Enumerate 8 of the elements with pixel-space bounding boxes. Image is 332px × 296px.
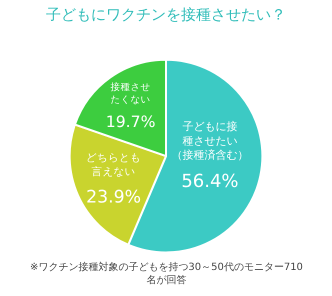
data-label: 23.9% xyxy=(86,187,142,208)
data-label: 56.4% xyxy=(181,171,239,192)
data-label: 19.7% xyxy=(106,112,156,132)
text: ※ワクチン接種対象の子どもを持つ30～50代のモニター710名が回答 xyxy=(30,261,303,286)
slice-label: 子どもに接種させたい（接種済含む） xyxy=(171,120,248,162)
slice-label: どちらとも言えない xyxy=(86,152,142,178)
slice-label: 接種させたくない xyxy=(110,80,151,106)
chart-title: 子どもにワクチンを接種させたい？ xyxy=(46,5,286,24)
